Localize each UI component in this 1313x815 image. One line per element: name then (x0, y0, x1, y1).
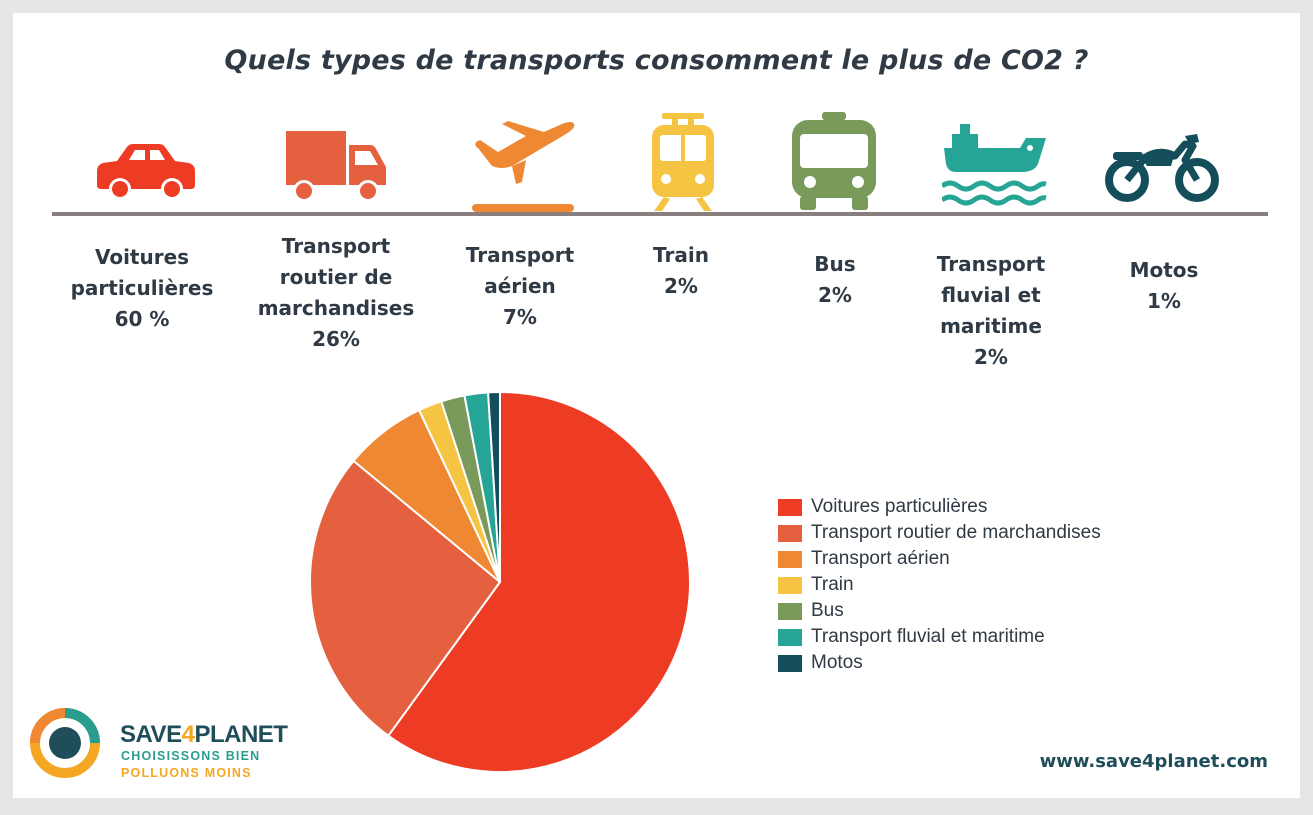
legend-swatch (778, 550, 802, 568)
chart-legend: Voitures particulières Transport routier… (778, 494, 1101, 676)
legend-label: Voitures particulières (811, 496, 988, 517)
legend-label: Train (811, 574, 854, 595)
legend-item-transport-routier: Transport routier de marchandises (778, 520, 1101, 546)
brand-name: SAVE4PLANET (120, 721, 288, 748)
legend-swatch (778, 498, 802, 516)
motorcycle-icon (1105, 134, 1219, 202)
label-train: Train 2% (653, 243, 709, 298)
website-link[interactable]: www.save4planet.com (1039, 751, 1268, 772)
label-voitures: Voitures particulières 60 % (70, 245, 214, 331)
label-motos: Motos 1% (1129, 258, 1199, 313)
legend-label: Bus (811, 600, 844, 621)
brand-tagline-2: POLLUONS MOINS (121, 766, 252, 780)
label-transport-fluvial: Transport fluvial et maritime 2% (936, 252, 1046, 369)
legend-item-train: Train (778, 572, 1101, 598)
pie-slice-transport-routier (309, 459, 502, 738)
legend-item-transport-fluvial: Transport fluvial et maritime (778, 624, 1101, 650)
legend-swatch (778, 524, 802, 542)
brand-tagline-1: CHOISISSONS BIEN (121, 749, 261, 763)
truck-icon (286, 131, 386, 202)
car-icon (97, 144, 195, 200)
save4planet-logo-icon (30, 708, 100, 778)
bus-icon (792, 112, 876, 210)
legend-swatch (778, 576, 802, 594)
legend-label: Transport routier de marchandises (811, 522, 1101, 543)
legend-label: Motos (811, 652, 863, 673)
pie-chart (309, 390, 691, 773)
label-transport-routier: Transport routier de marchandises 26% (257, 234, 415, 351)
legend-item-transport-aerien: Transport aérien (778, 546, 1101, 572)
legend-label: Transport aérien (811, 548, 950, 569)
legend-item-bus: Bus (778, 598, 1101, 624)
legend-swatch (778, 628, 802, 646)
train-icon (652, 113, 714, 211)
legend-swatch (778, 602, 802, 620)
ship-icon (942, 124, 1047, 206)
pie-slice-voitures (386, 390, 691, 773)
legend-item-voitures: Voitures particulières (778, 494, 1101, 520)
legend-swatch (778, 654, 802, 672)
pie-slice-motos (487, 390, 501, 583)
legend-label: Transport fluvial et maritime (811, 626, 1045, 647)
airplane-icon (472, 121, 575, 212)
label-transport-aerien: Transport aérien 7% (465, 243, 575, 329)
label-bus: Bus 2% (814, 252, 856, 307)
page-title: Quels types de transports consomment le … (224, 45, 1089, 76)
legend-item-motos: Motos (778, 650, 1101, 676)
baseline-divider (52, 212, 1268, 216)
